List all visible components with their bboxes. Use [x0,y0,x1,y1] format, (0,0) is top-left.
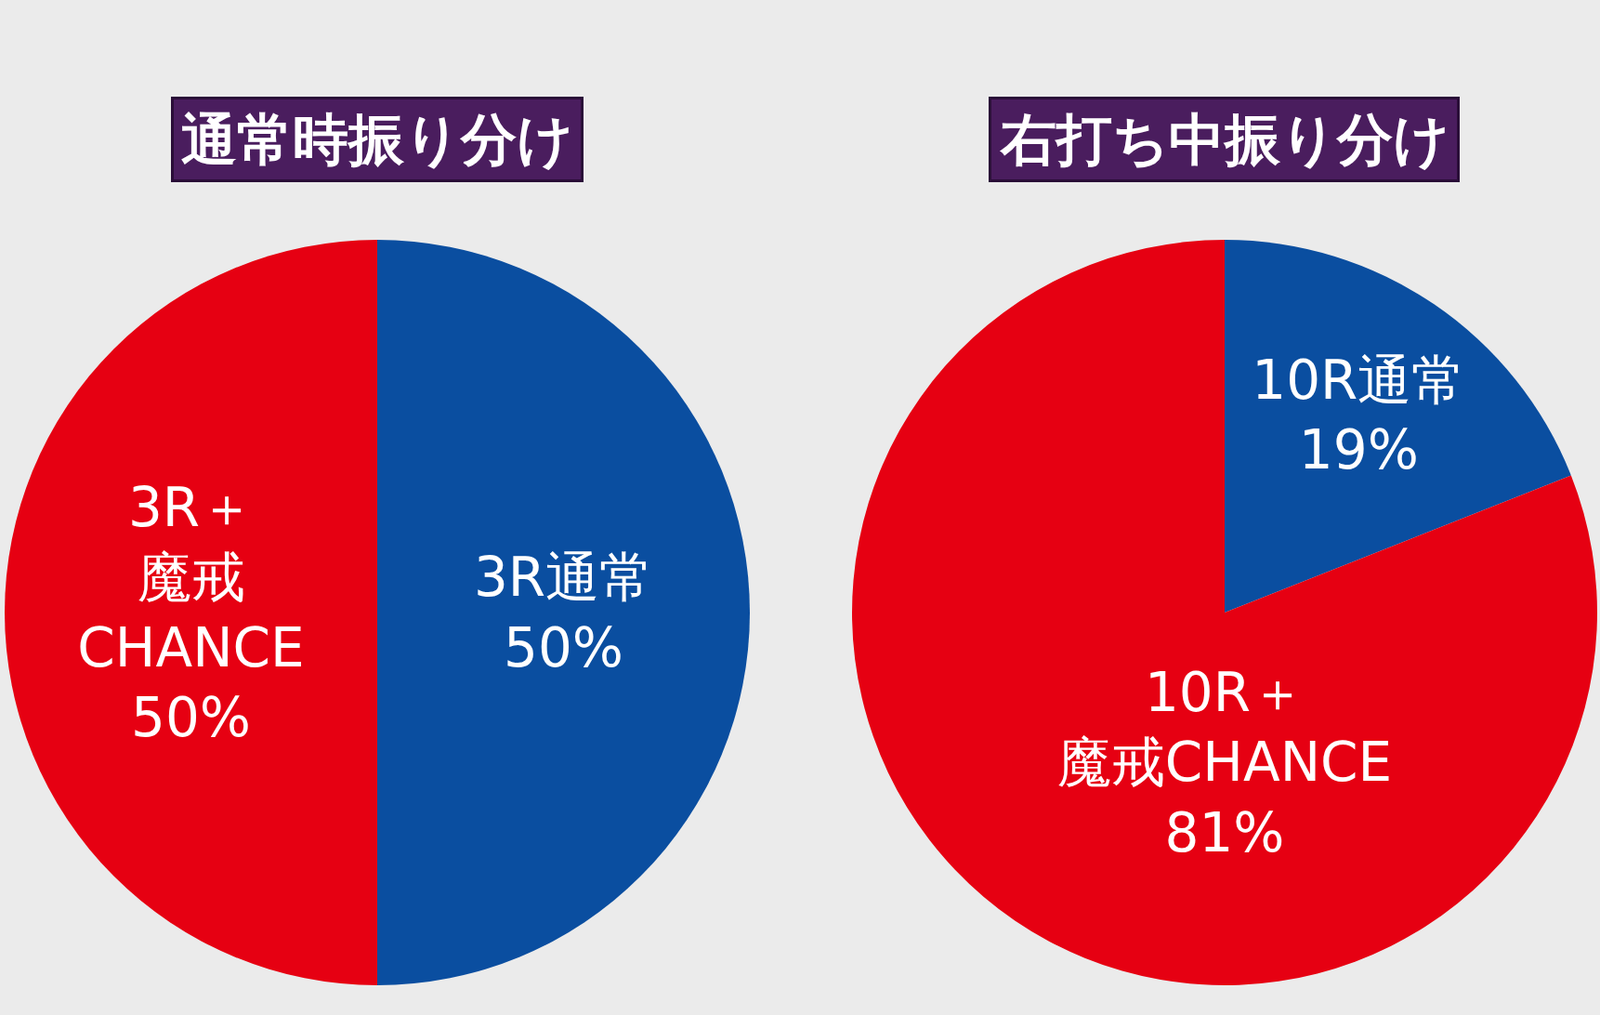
svg-text:通常時振り分け: 通常時振り分け [181,106,574,172]
svg-text:10R＋魔戒CHANCE81%: 10R＋魔戒CHANCE81% [1057,660,1392,865]
svg-text:3R通常50%: 3R通常50% [473,545,654,679]
svg-text:右打ち中振り分け: 右打ち中振り分け [998,106,1450,172]
svg-text:10R通常19%: 10R通常19% [1251,348,1466,482]
svg-text:3R＋魔戒CHANCE50%: 3R＋魔戒CHANCE50% [77,475,304,749]
